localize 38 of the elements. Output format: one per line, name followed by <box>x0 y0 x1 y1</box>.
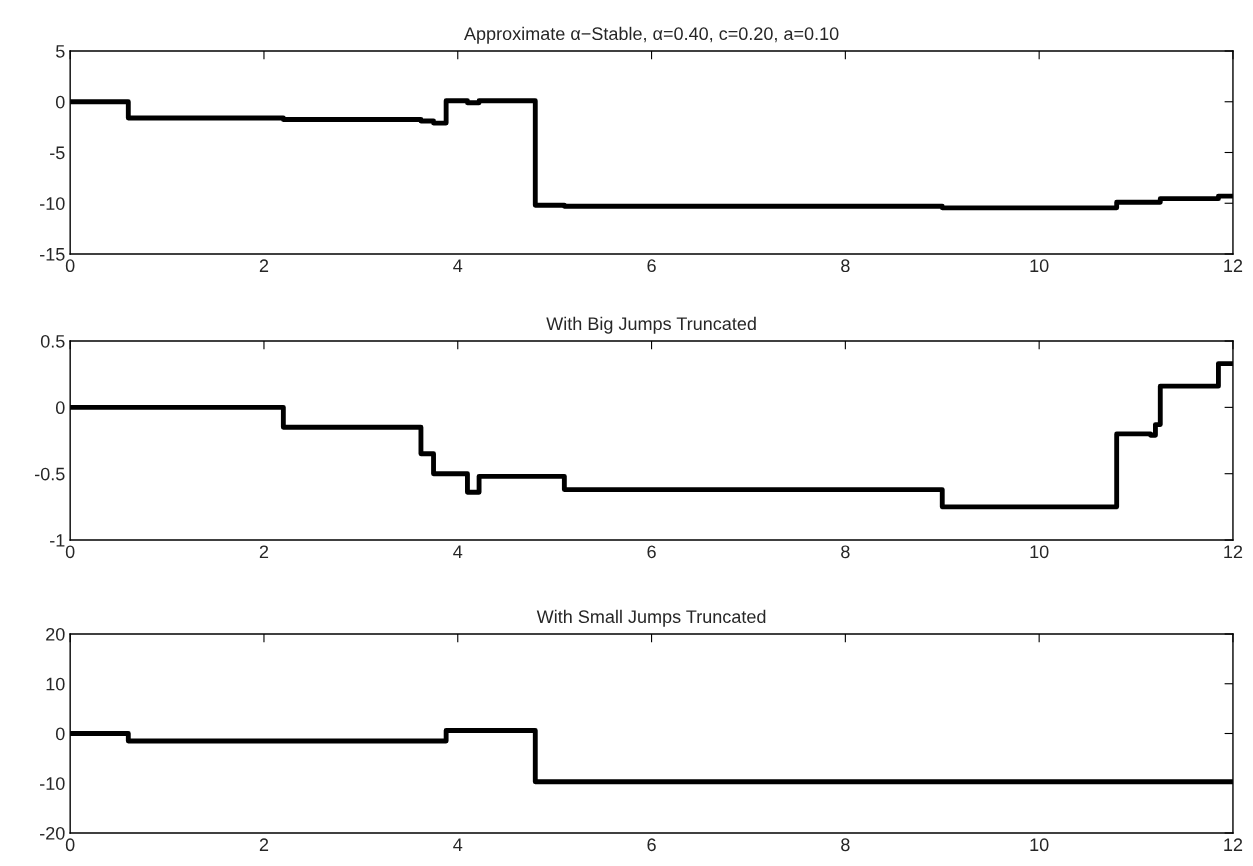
x-tick-label: 2 <box>259 259 269 272</box>
chart-title: With Small Jumps Truncated <box>536 609 766 627</box>
x-tick-label: 2 <box>259 838 269 851</box>
x-tick-label: 0 <box>65 838 75 852</box>
y-tick-label: 20 <box>46 627 65 641</box>
y-tick-label: 5 <box>55 45 65 58</box>
x-tick-label: 0 <box>65 545 75 559</box>
y-tick-label: 0 <box>55 401 65 415</box>
x-tick-label: 12 <box>1224 259 1243 272</box>
x-tick-label: 0 <box>65 259 75 273</box>
x-tick-label: 8 <box>841 545 850 559</box>
y-tick-label: 10 <box>46 677 65 691</box>
x-tick-label: 12 <box>1224 545 1243 558</box>
chart-title: With Big Jumps Truncated <box>546 316 756 334</box>
x-tick-label: 6 <box>647 838 656 852</box>
y-tick-label: -15 <box>40 248 65 261</box>
y-tick-label: -1 <box>50 534 65 547</box>
y-tick-label: -10 <box>40 197 65 210</box>
y-tick-label: -5 <box>50 146 65 160</box>
x-tick-label: 12 <box>1224 838 1243 851</box>
x-tick-label: 4 <box>453 259 463 272</box>
x-tick-label: 4 <box>453 545 463 558</box>
y-tick-label: 0 <box>55 95 65 109</box>
x-tick-label: 4 <box>453 838 463 851</box>
x-tick-label: 8 <box>841 259 850 273</box>
x-tick-label: 10 <box>1030 838 1049 852</box>
y-tick-label: -10 <box>40 777 65 790</box>
x-tick-label: 6 <box>647 545 656 559</box>
x-tick-label: 2 <box>259 545 269 558</box>
x-tick-label: 6 <box>647 259 656 273</box>
chart-title: Approximate α−Stable, α=0.40, c=0.20, a=0.10 <box>464 26 839 44</box>
y-tick-label: 0.5 <box>40 334 65 348</box>
x-tick-label: 10 <box>1030 259 1049 273</box>
y-tick-label: -0.5 <box>35 467 65 481</box>
x-tick-label: 8 <box>841 838 850 852</box>
y-tick-label: 0 <box>55 727 65 741</box>
y-tick-label: -20 <box>40 826 65 840</box>
x-tick-label: 10 <box>1030 545 1049 559</box>
